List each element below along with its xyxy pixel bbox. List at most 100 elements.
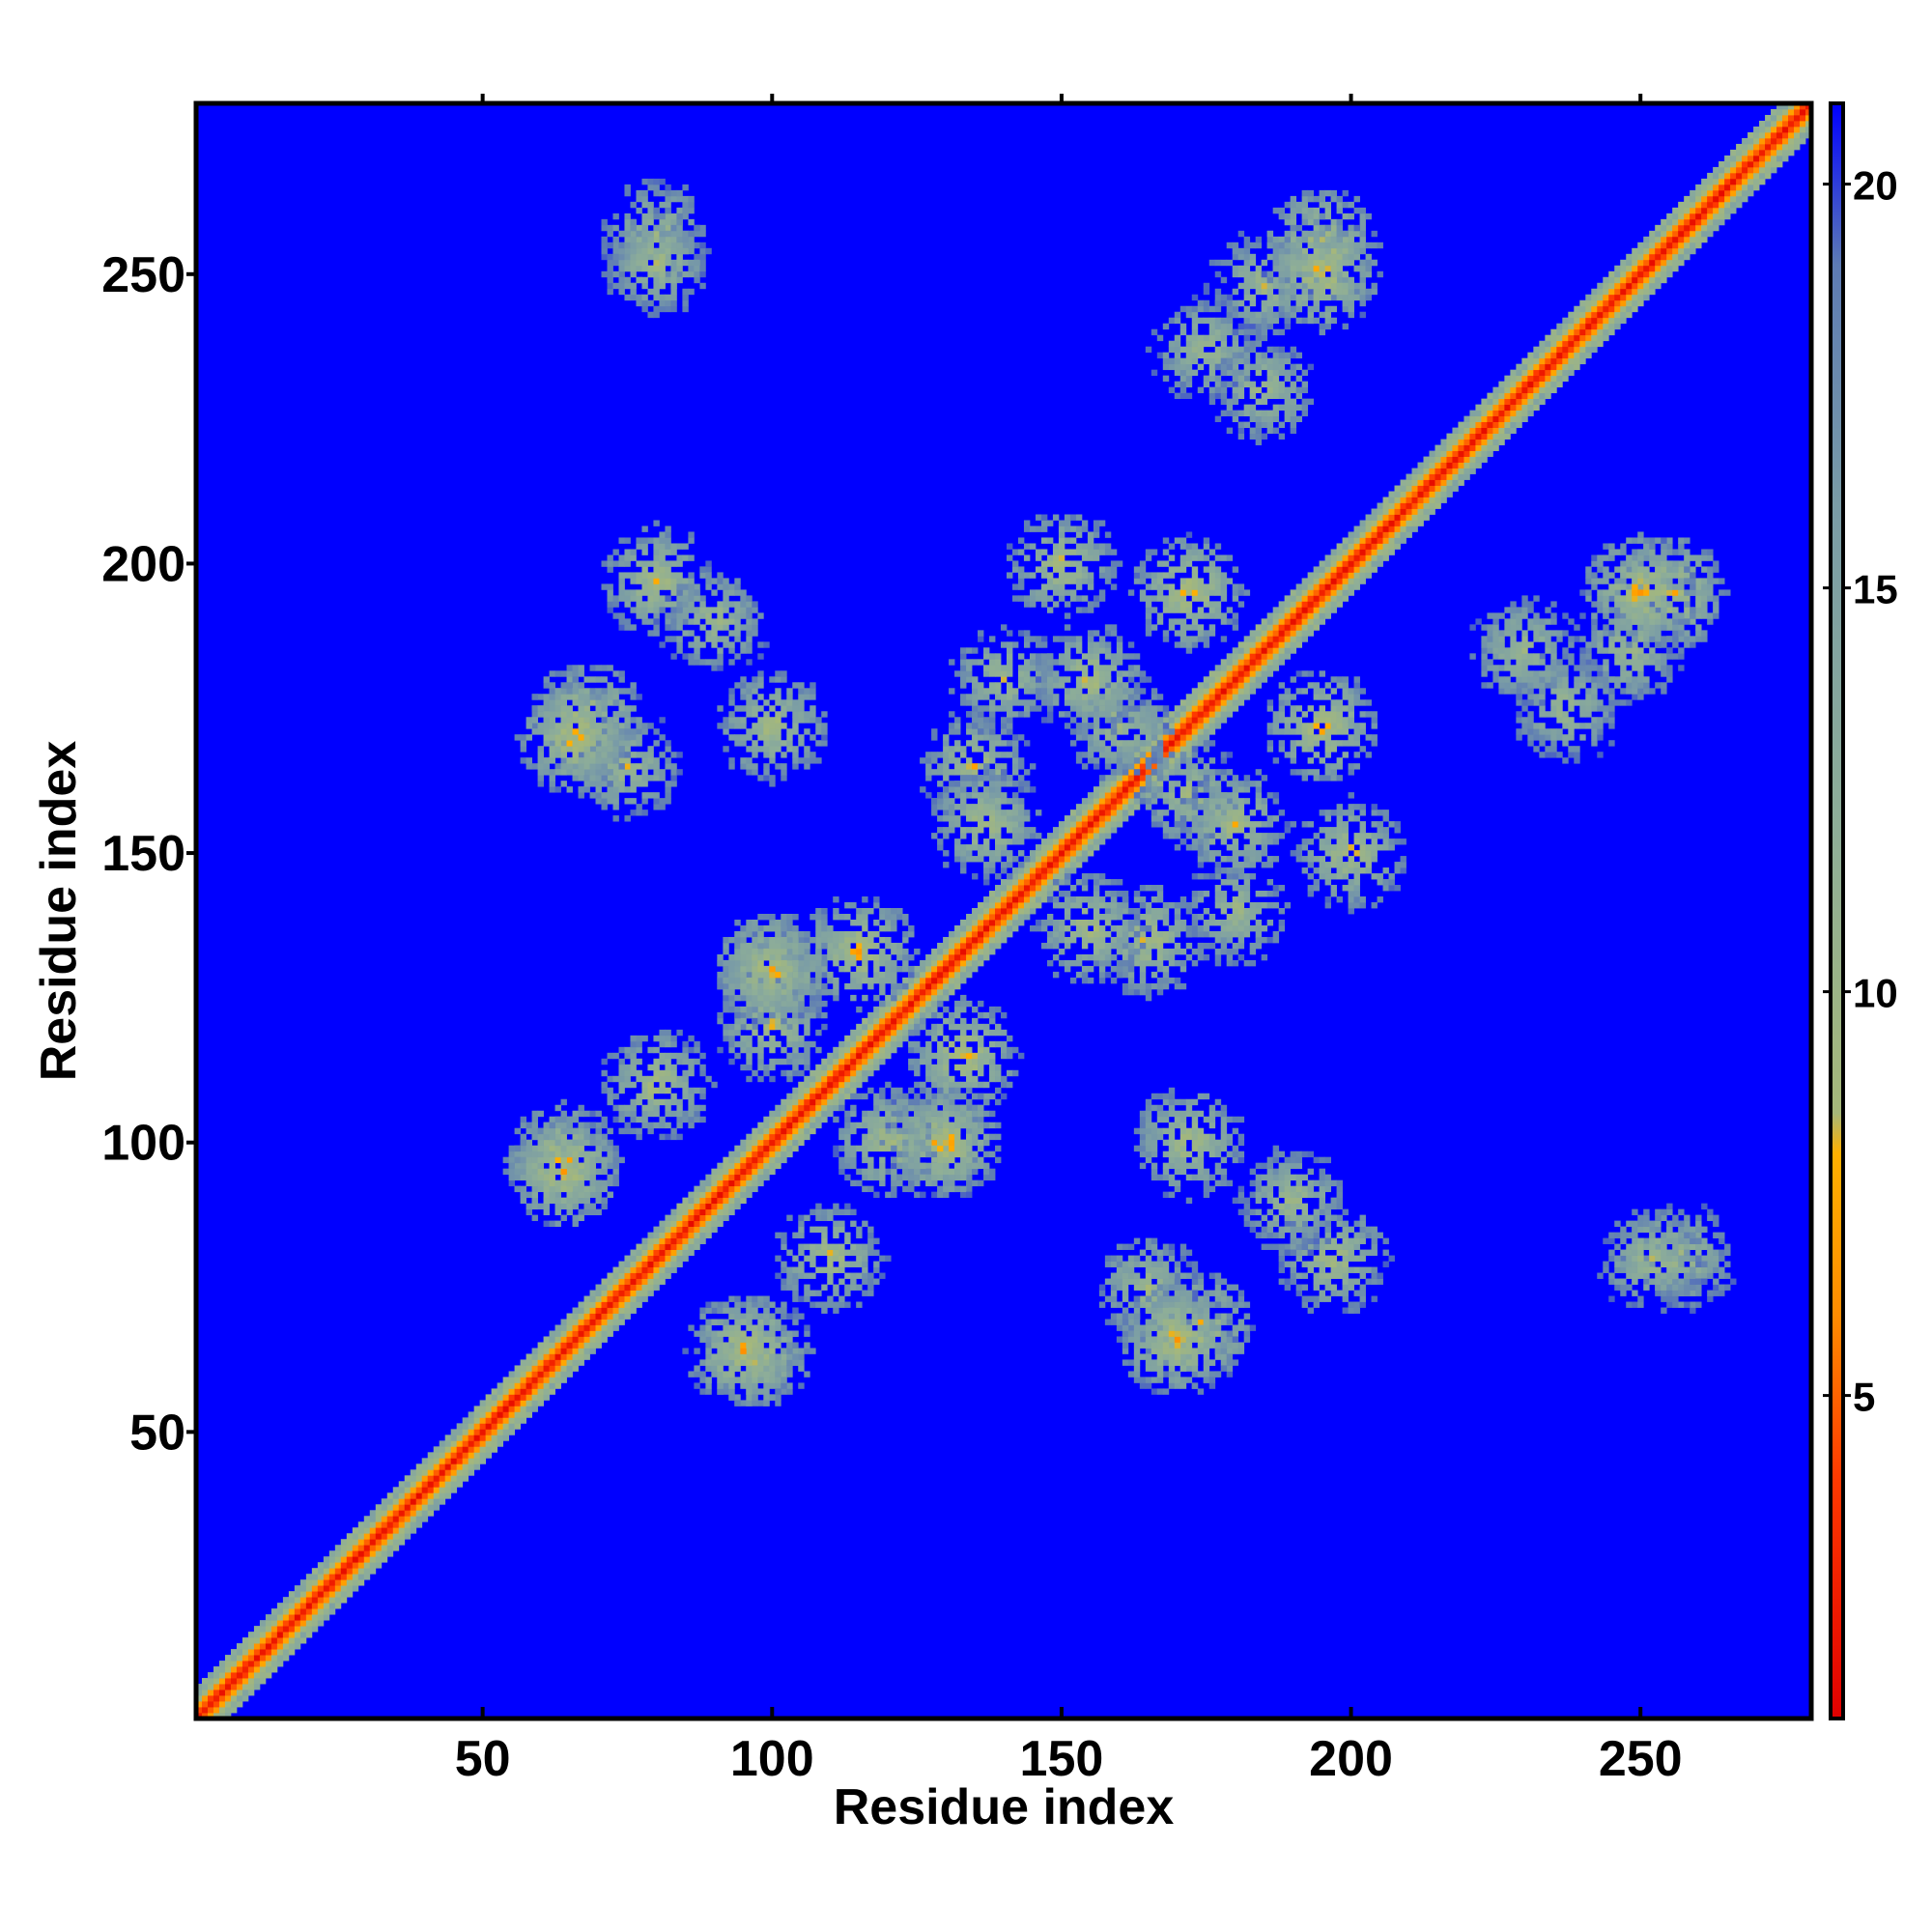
diagonal-cell <box>224 1666 232 1673</box>
contact-cell <box>583 676 590 683</box>
contact-cell <box>583 1168 590 1176</box>
contact-cell <box>1690 1301 1696 1308</box>
diagonal-cell <box>1452 439 1459 445</box>
diagonal-cell <box>978 959 984 967</box>
contact-cell <box>514 1156 521 1164</box>
contact-cell <box>1162 1336 1170 1343</box>
diagonal-cell <box>647 1261 654 1267</box>
diagonal-cell <box>601 1324 608 1331</box>
diagonal-cell <box>920 959 926 967</box>
contact-cell <box>670 583 677 590</box>
diagonal-cell <box>1007 930 1013 938</box>
diagonal-cell <box>1382 497 1389 503</box>
diagonal-cell <box>1492 421 1499 428</box>
diagonal-cell <box>867 1069 874 1077</box>
diagonal-cell <box>1052 885 1060 892</box>
contact-cell <box>781 1388 787 1395</box>
diagonal-cell <box>1035 850 1042 857</box>
contact-cell <box>757 1313 764 1320</box>
contact-cell <box>781 1324 787 1331</box>
diagonal-cell <box>711 1168 718 1176</box>
diagonal-cell <box>943 936 950 944</box>
diagonal-cell <box>1272 641 1280 648</box>
diagonal-cell <box>1504 386 1511 394</box>
diagonal-cell <box>1400 514 1406 521</box>
contact-cell <box>676 270 683 278</box>
diagonal-cell <box>1388 543 1395 550</box>
diagonal-cell <box>804 1081 810 1089</box>
diagonal-cell <box>1684 230 1690 238</box>
diagonal-cell <box>1261 653 1268 660</box>
diagonal-cell <box>665 1272 671 1279</box>
contact-cell <box>781 1313 787 1320</box>
diagonal-cell <box>317 1614 325 1621</box>
diagonal-cell <box>1533 369 1540 377</box>
diagonal-cell <box>207 1690 214 1696</box>
contact-cell <box>705 1348 712 1354</box>
contact-cell <box>1208 1371 1216 1378</box>
diagonal-cell <box>647 1284 654 1291</box>
diagonal-cell <box>1637 247 1644 255</box>
diagonal-cell <box>381 1521 388 1528</box>
diagonal-cell <box>1365 549 1372 555</box>
diagonal-cell <box>1481 439 1488 445</box>
diagonal-cell <box>1655 270 1662 278</box>
contact-cell <box>1151 1133 1158 1141</box>
contact-cell <box>1162 1116 1170 1123</box>
diagonal-cell <box>844 1081 851 1089</box>
contact-cell <box>659 595 666 602</box>
diagonal-cell <box>1458 462 1464 469</box>
diagonal-cell <box>1753 137 1760 145</box>
contact-cell <box>775 688 781 695</box>
contact-cell <box>682 589 689 596</box>
diagonal-cell <box>867 1040 874 1048</box>
diagonal-cell <box>1684 253 1690 261</box>
contact-cell <box>752 1348 758 1354</box>
diagonal-cell <box>236 1643 243 1650</box>
diagonal-cell <box>630 1278 637 1285</box>
diagonal-cell <box>804 1133 810 1141</box>
diagonal-cell <box>1492 386 1499 394</box>
contact-cell <box>1232 1307 1239 1314</box>
diagonal-cell <box>1684 213 1690 220</box>
contact-cell <box>537 1174 544 1181</box>
diagonal-cell <box>705 1191 712 1199</box>
diagonal-cell <box>398 1492 406 1499</box>
diagonal-cell <box>1695 242 1702 249</box>
contact-cell <box>1133 1127 1141 1135</box>
diagonal-cell <box>1620 288 1627 296</box>
diagonal-cell <box>1295 624 1303 631</box>
diagonal-cell <box>259 1643 267 1650</box>
contact-cell <box>1719 1272 1725 1279</box>
contact-cell <box>1319 1255 1325 1262</box>
diagonal-cell <box>630 1284 637 1291</box>
diagonal-cell <box>346 1539 354 1546</box>
diagonal-cell <box>1800 108 1806 116</box>
diagonal-cell <box>236 1672 243 1679</box>
diagonal-cell <box>856 1035 863 1042</box>
diagonal-cell <box>1035 879 1042 886</box>
diagonal-cell <box>1643 294 1650 301</box>
diagonal-cell <box>583 1307 590 1314</box>
diagonal-cell <box>415 1504 423 1511</box>
contact-cell <box>1707 1255 1714 1262</box>
diagonal-cell <box>647 1266 654 1273</box>
diagonal-cell <box>468 1417 475 1424</box>
contact-cell <box>572 1168 579 1176</box>
contact-cell <box>792 1307 799 1314</box>
diagonal-cell <box>218 1661 226 1667</box>
diagonal-cell <box>1411 479 1418 486</box>
contact-cell <box>786 746 793 753</box>
contact-cell <box>757 1371 764 1378</box>
diagonal-cell <box>1562 352 1569 359</box>
contact-cell <box>688 247 695 255</box>
diagonal-cell <box>1029 850 1037 857</box>
diagonal-cell <box>1110 804 1118 810</box>
diagonal-cell <box>1313 566 1321 573</box>
contact-cell <box>607 607 613 613</box>
contact-cell <box>1359 1284 1366 1291</box>
diagonal-cell <box>1423 502 1430 509</box>
diagonal-cell <box>415 1516 423 1522</box>
diagonal-cell <box>612 1272 619 1279</box>
diagonal-cell <box>236 1661 243 1667</box>
